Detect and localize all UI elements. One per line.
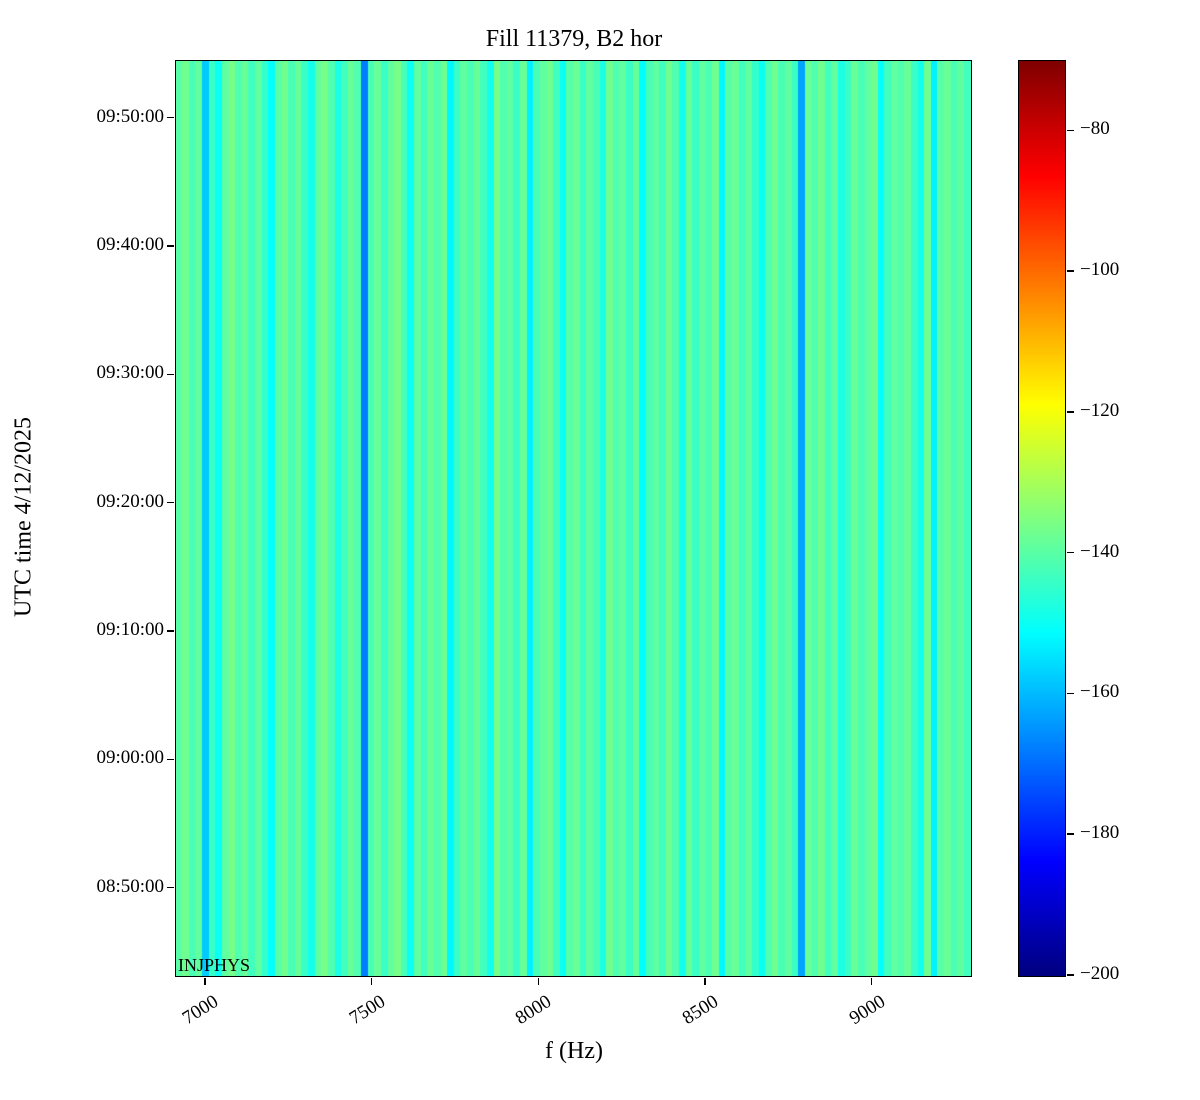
x-tick-mark xyxy=(537,978,540,985)
y-tick-label: 09:30:00 xyxy=(96,362,164,384)
colorbar-tick-label: −180 xyxy=(1080,822,1120,844)
y-tick-label: 09:10:00 xyxy=(96,619,164,641)
y-tick-mark xyxy=(166,630,174,632)
y-tick-mark xyxy=(166,886,174,889)
colorbar-tick-label: −100 xyxy=(1080,259,1120,281)
colorbar-tick-label: −160 xyxy=(1080,681,1120,703)
y-tick-label: 09:50:00 xyxy=(96,105,164,127)
y-tick-mark xyxy=(166,373,174,376)
chart-title: Fill 11379, B2 hor xyxy=(485,26,663,52)
plot-area: INJPHYS xyxy=(175,60,972,977)
colorbar-tick-mark xyxy=(1067,692,1074,695)
x-tick-label: 9000 xyxy=(845,991,889,1029)
y-axis-label-text: UTC time 4/12/2025 xyxy=(10,417,37,617)
colorbar-tick-mark xyxy=(1067,270,1074,272)
colorbar-tick-mark xyxy=(1067,551,1074,554)
y-tick-mark xyxy=(166,116,174,119)
y-tick-mark xyxy=(166,245,174,247)
y-tick-label: 08:50:00 xyxy=(96,875,164,897)
colorbar-tick-mark xyxy=(1067,833,1074,835)
y-tick-label: 09:40:00 xyxy=(96,234,164,256)
colorbar-tick-label: −80 xyxy=(1080,118,1110,140)
x-tick-mark xyxy=(370,978,373,985)
y-tick-mark xyxy=(166,501,174,504)
heatmap-canvas xyxy=(176,61,971,976)
colorbar-tick-label: −200 xyxy=(1080,963,1120,984)
colorbar-tick-label: −140 xyxy=(1080,540,1120,562)
x-tick-label: 8000 xyxy=(512,991,556,1029)
x-tick-mark xyxy=(870,978,873,985)
y-tick-label: 09:20:00 xyxy=(96,490,164,512)
colorbar-tick-mark xyxy=(1067,411,1074,413)
colorbar xyxy=(1018,60,1066,977)
x-tick-mark xyxy=(204,978,206,985)
x-tick-label: 7500 xyxy=(345,991,389,1029)
x-axis-label: f (Hz) xyxy=(545,1038,603,1064)
colorbar-canvas xyxy=(1019,61,1065,976)
colorbar-tick-mark xyxy=(1067,974,1074,976)
y-tick-mark xyxy=(166,758,174,761)
plot-annotation-injphys: INJPHYS xyxy=(178,955,251,975)
x-tick-label: 7000 xyxy=(178,991,223,1029)
y-tick-label: 09:00:00 xyxy=(96,747,164,769)
colorbar-tick-mark xyxy=(1067,129,1074,132)
x-tick-mark xyxy=(704,978,706,985)
colorbar-tick-label: −120 xyxy=(1080,399,1120,421)
x-tick-label: 8500 xyxy=(678,991,723,1029)
